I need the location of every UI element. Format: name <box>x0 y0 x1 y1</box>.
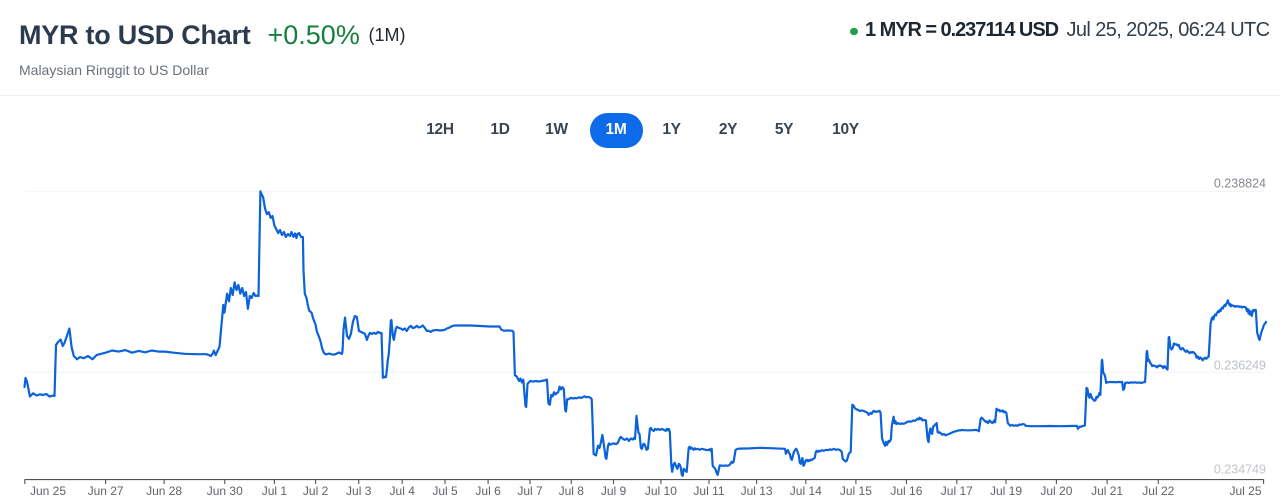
svg-text:Jul 13: Jul 13 <box>741 484 773 498</box>
svg-text:0.234749: 0.234749 <box>1214 462 1266 476</box>
svg-text:Jul 25: Jul 25 <box>1229 484 1261 498</box>
svg-text:Jul 3: Jul 3 <box>346 484 372 498</box>
svg-text:Jul 7: Jul 7 <box>517 484 543 498</box>
svg-text:0.238824: 0.238824 <box>1214 177 1266 191</box>
svg-text:Jul 9: Jul 9 <box>601 484 627 498</box>
svg-text:Jul 2: Jul 2 <box>303 484 329 498</box>
svg-text:Jul 20: Jul 20 <box>1040 484 1072 498</box>
svg-text:Jul 16: Jul 16 <box>890 484 922 498</box>
svg-text:Jun 28: Jun 28 <box>146 484 182 498</box>
svg-text:Jul 22: Jul 22 <box>1142 484 1174 498</box>
svg-text:Jul 1: Jul 1 <box>262 484 288 498</box>
svg-text:Jul 19: Jul 19 <box>990 484 1022 498</box>
svg-text:Jul 17: Jul 17 <box>941 484 973 498</box>
svg-text:Jul 4: Jul 4 <box>390 484 416 498</box>
svg-text:0.236249: 0.236249 <box>1214 359 1266 373</box>
svg-text:Jun 25: Jun 25 <box>30 484 66 498</box>
svg-text:Jul 10: Jul 10 <box>645 484 677 498</box>
svg-text:Jul 15: Jul 15 <box>840 484 872 498</box>
svg-text:Jul 6: Jul 6 <box>475 484 501 498</box>
svg-text:Jul 11: Jul 11 <box>693 484 724 498</box>
svg-text:Jun 27: Jun 27 <box>88 484 124 498</box>
svg-text:Jul 8: Jul 8 <box>559 484 585 498</box>
svg-text:Jul 14: Jul 14 <box>790 484 822 498</box>
svg-text:Jul 5: Jul 5 <box>432 484 458 498</box>
svg-text:Jun 30: Jun 30 <box>207 484 243 498</box>
svg-text:Jul 21: Jul 21 <box>1091 484 1123 498</box>
